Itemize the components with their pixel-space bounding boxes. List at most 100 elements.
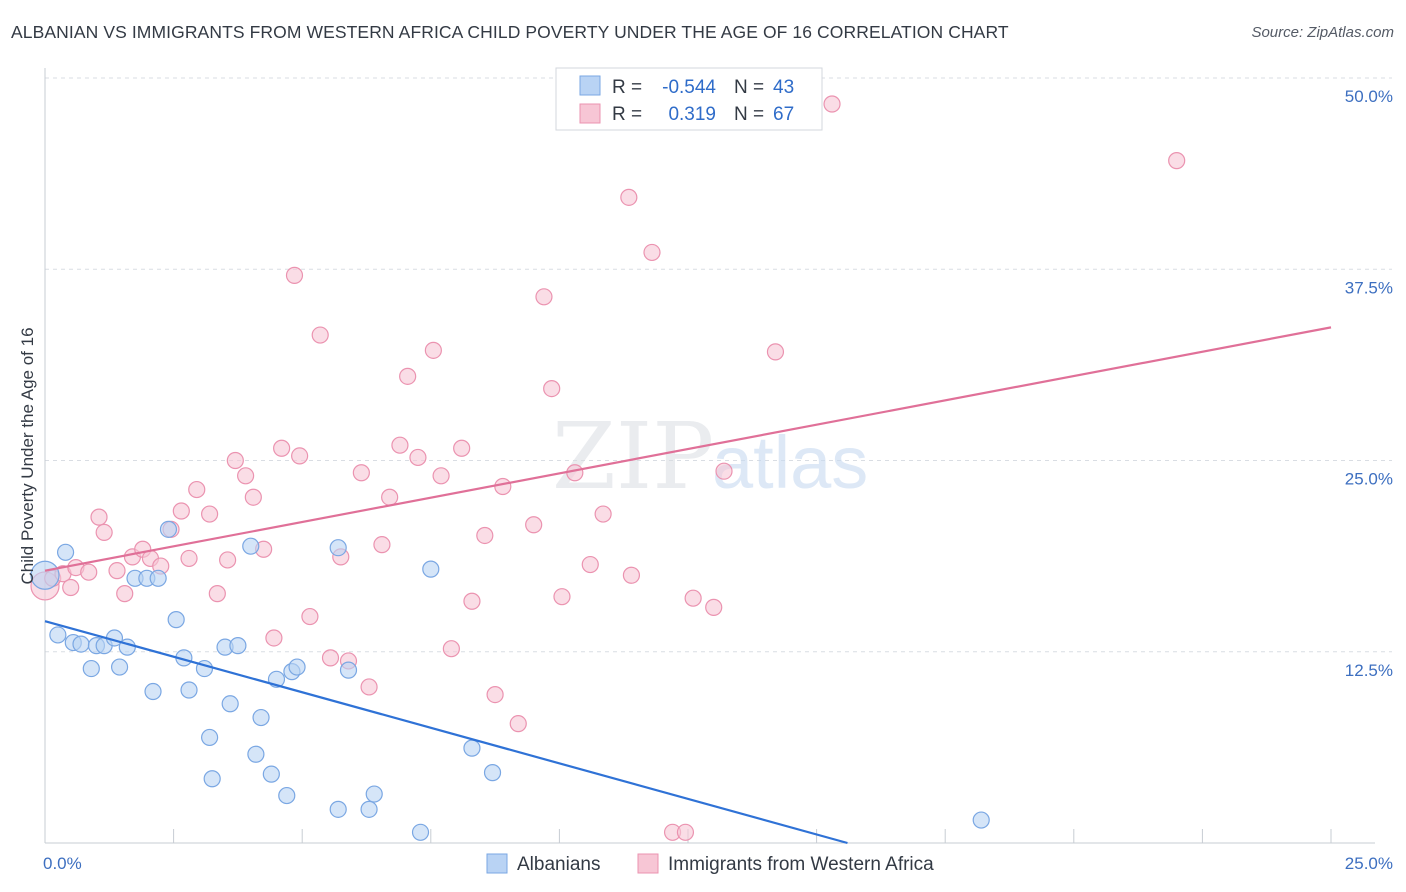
albanians-point (167, 611, 185, 629)
immigrants-point (432, 467, 450, 485)
albanians-point (201, 728, 219, 747)
watermark-zip: ZIP (552, 403, 714, 510)
albanians-point (288, 658, 306, 676)
immigrants-point (463, 592, 481, 610)
immigrants-point (219, 551, 237, 569)
immigrants-point (676, 823, 695, 841)
albanians-point (149, 569, 167, 587)
bottom-legend-label-immigrants: Immigrants from Western Africa (668, 854, 934, 875)
legend-swatch-immigrants (579, 103, 601, 124)
albanians-point (56, 543, 75, 561)
x-tick-label-max: 25.0% (1345, 854, 1393, 873)
gridlines (45, 77, 1392, 653)
bottom-legend-label-albanians: Albanians (517, 854, 600, 875)
y-tick-label: 12.5% (1345, 661, 1393, 680)
trendlines (44, 326, 1332, 845)
albanians-point (339, 661, 358, 679)
immigrants-point (494, 477, 512, 496)
albanians-point (463, 739, 481, 757)
immigrants-point (486, 685, 504, 704)
legend-n-label-2: N = (734, 104, 764, 125)
immigrants-point (226, 451, 244, 470)
albanians-point (422, 560, 440, 578)
immigrants-point (285, 266, 304, 284)
y-tick-label: 50.0% (1345, 87, 1393, 106)
watermark-atlas: atlas (712, 421, 868, 504)
immigrants-point (705, 598, 723, 616)
immigrants-point (180, 549, 198, 568)
immigrants-point (622, 566, 641, 584)
legend-r-value-1: -0.544 (662, 77, 716, 98)
x-tick-label-min: 0.0% (43, 854, 82, 873)
immigrants-point (244, 488, 262, 506)
immigrants-point (643, 243, 661, 262)
immigrants-point (108, 562, 126, 580)
immigrants-point (453, 439, 471, 457)
immigrants-point (237, 467, 255, 485)
legend-swatch-albanians (579, 75, 601, 96)
immigrants-point (1168, 152, 1186, 170)
immigrants-point (373, 536, 391, 554)
albanians-point (278, 786, 296, 805)
immigrants-point (188, 480, 206, 499)
trendline-immigrants (44, 326, 1332, 572)
immigrants-point (273, 439, 291, 457)
legend-n-label-1: N = (734, 77, 764, 98)
immigrants-point (566, 464, 584, 482)
immigrants-point (543, 379, 561, 398)
watermark: ZIP atlas (552, 403, 868, 510)
immigrants-point (620, 188, 638, 206)
immigrants-point (265, 629, 283, 647)
immigrants-point (321, 649, 340, 667)
albanians-point (972, 811, 990, 829)
bottom-legend-swatch-immigrants (637, 853, 659, 874)
albanians-point (329, 800, 347, 818)
albanians-point (144, 682, 162, 701)
trendline-albanians (44, 620, 848, 845)
albanians-point (365, 785, 383, 803)
albanians-point (229, 637, 247, 655)
albanians-point (72, 635, 90, 653)
legend-r-value-2: 0.319 (668, 104, 716, 125)
albanians-point (180, 681, 198, 699)
immigrants-point (823, 95, 841, 113)
immigrants-point (399, 367, 417, 385)
legend-r-label-1: R = (612, 77, 642, 98)
immigrants-point (90, 508, 108, 526)
immigrants-point (391, 436, 409, 454)
immigrants-point (476, 526, 494, 545)
albanians-point (247, 745, 265, 763)
immigrants-point (442, 640, 460, 658)
immigrants-point (208, 585, 226, 603)
albanians-point (82, 659, 100, 678)
albanians-point (242, 537, 260, 555)
immigrants-point (424, 341, 442, 359)
immigrants-point (509, 715, 527, 733)
immigrants-point (201, 505, 219, 523)
x-tick-labels: 0.0% 25.0% (43, 854, 1393, 873)
immigrants-point (766, 343, 785, 361)
immigrants-point (80, 563, 98, 581)
chart-title: ALBANIAN VS IMMIGRANTS FROM WESTERN AFRI… (11, 22, 1009, 42)
immigrants-point (352, 464, 370, 482)
immigrants-point (553, 588, 571, 606)
y-tick-label: 25.0% (1345, 470, 1393, 489)
legend-n-value-1: 43 (773, 77, 794, 98)
bottom-legend-swatch-albanians (486, 853, 508, 874)
immigrants-point (95, 523, 113, 542)
immigrants-point (715, 462, 733, 480)
albanians-point (252, 708, 270, 727)
immigrants-point (116, 585, 134, 603)
immigrants-point (594, 505, 612, 523)
albanians-point (159, 520, 178, 538)
albanians-point (329, 539, 347, 557)
albanians-point (221, 695, 239, 713)
series-legend: Albanians Immigrants from Western Africa (486, 853, 934, 875)
immigrants-point (301, 607, 319, 626)
immigrants-point (311, 326, 329, 344)
immigrants-point (684, 589, 702, 607)
immigrants-point (360, 678, 378, 696)
albanians-point (360, 800, 378, 818)
immigrants-point (291, 447, 309, 465)
